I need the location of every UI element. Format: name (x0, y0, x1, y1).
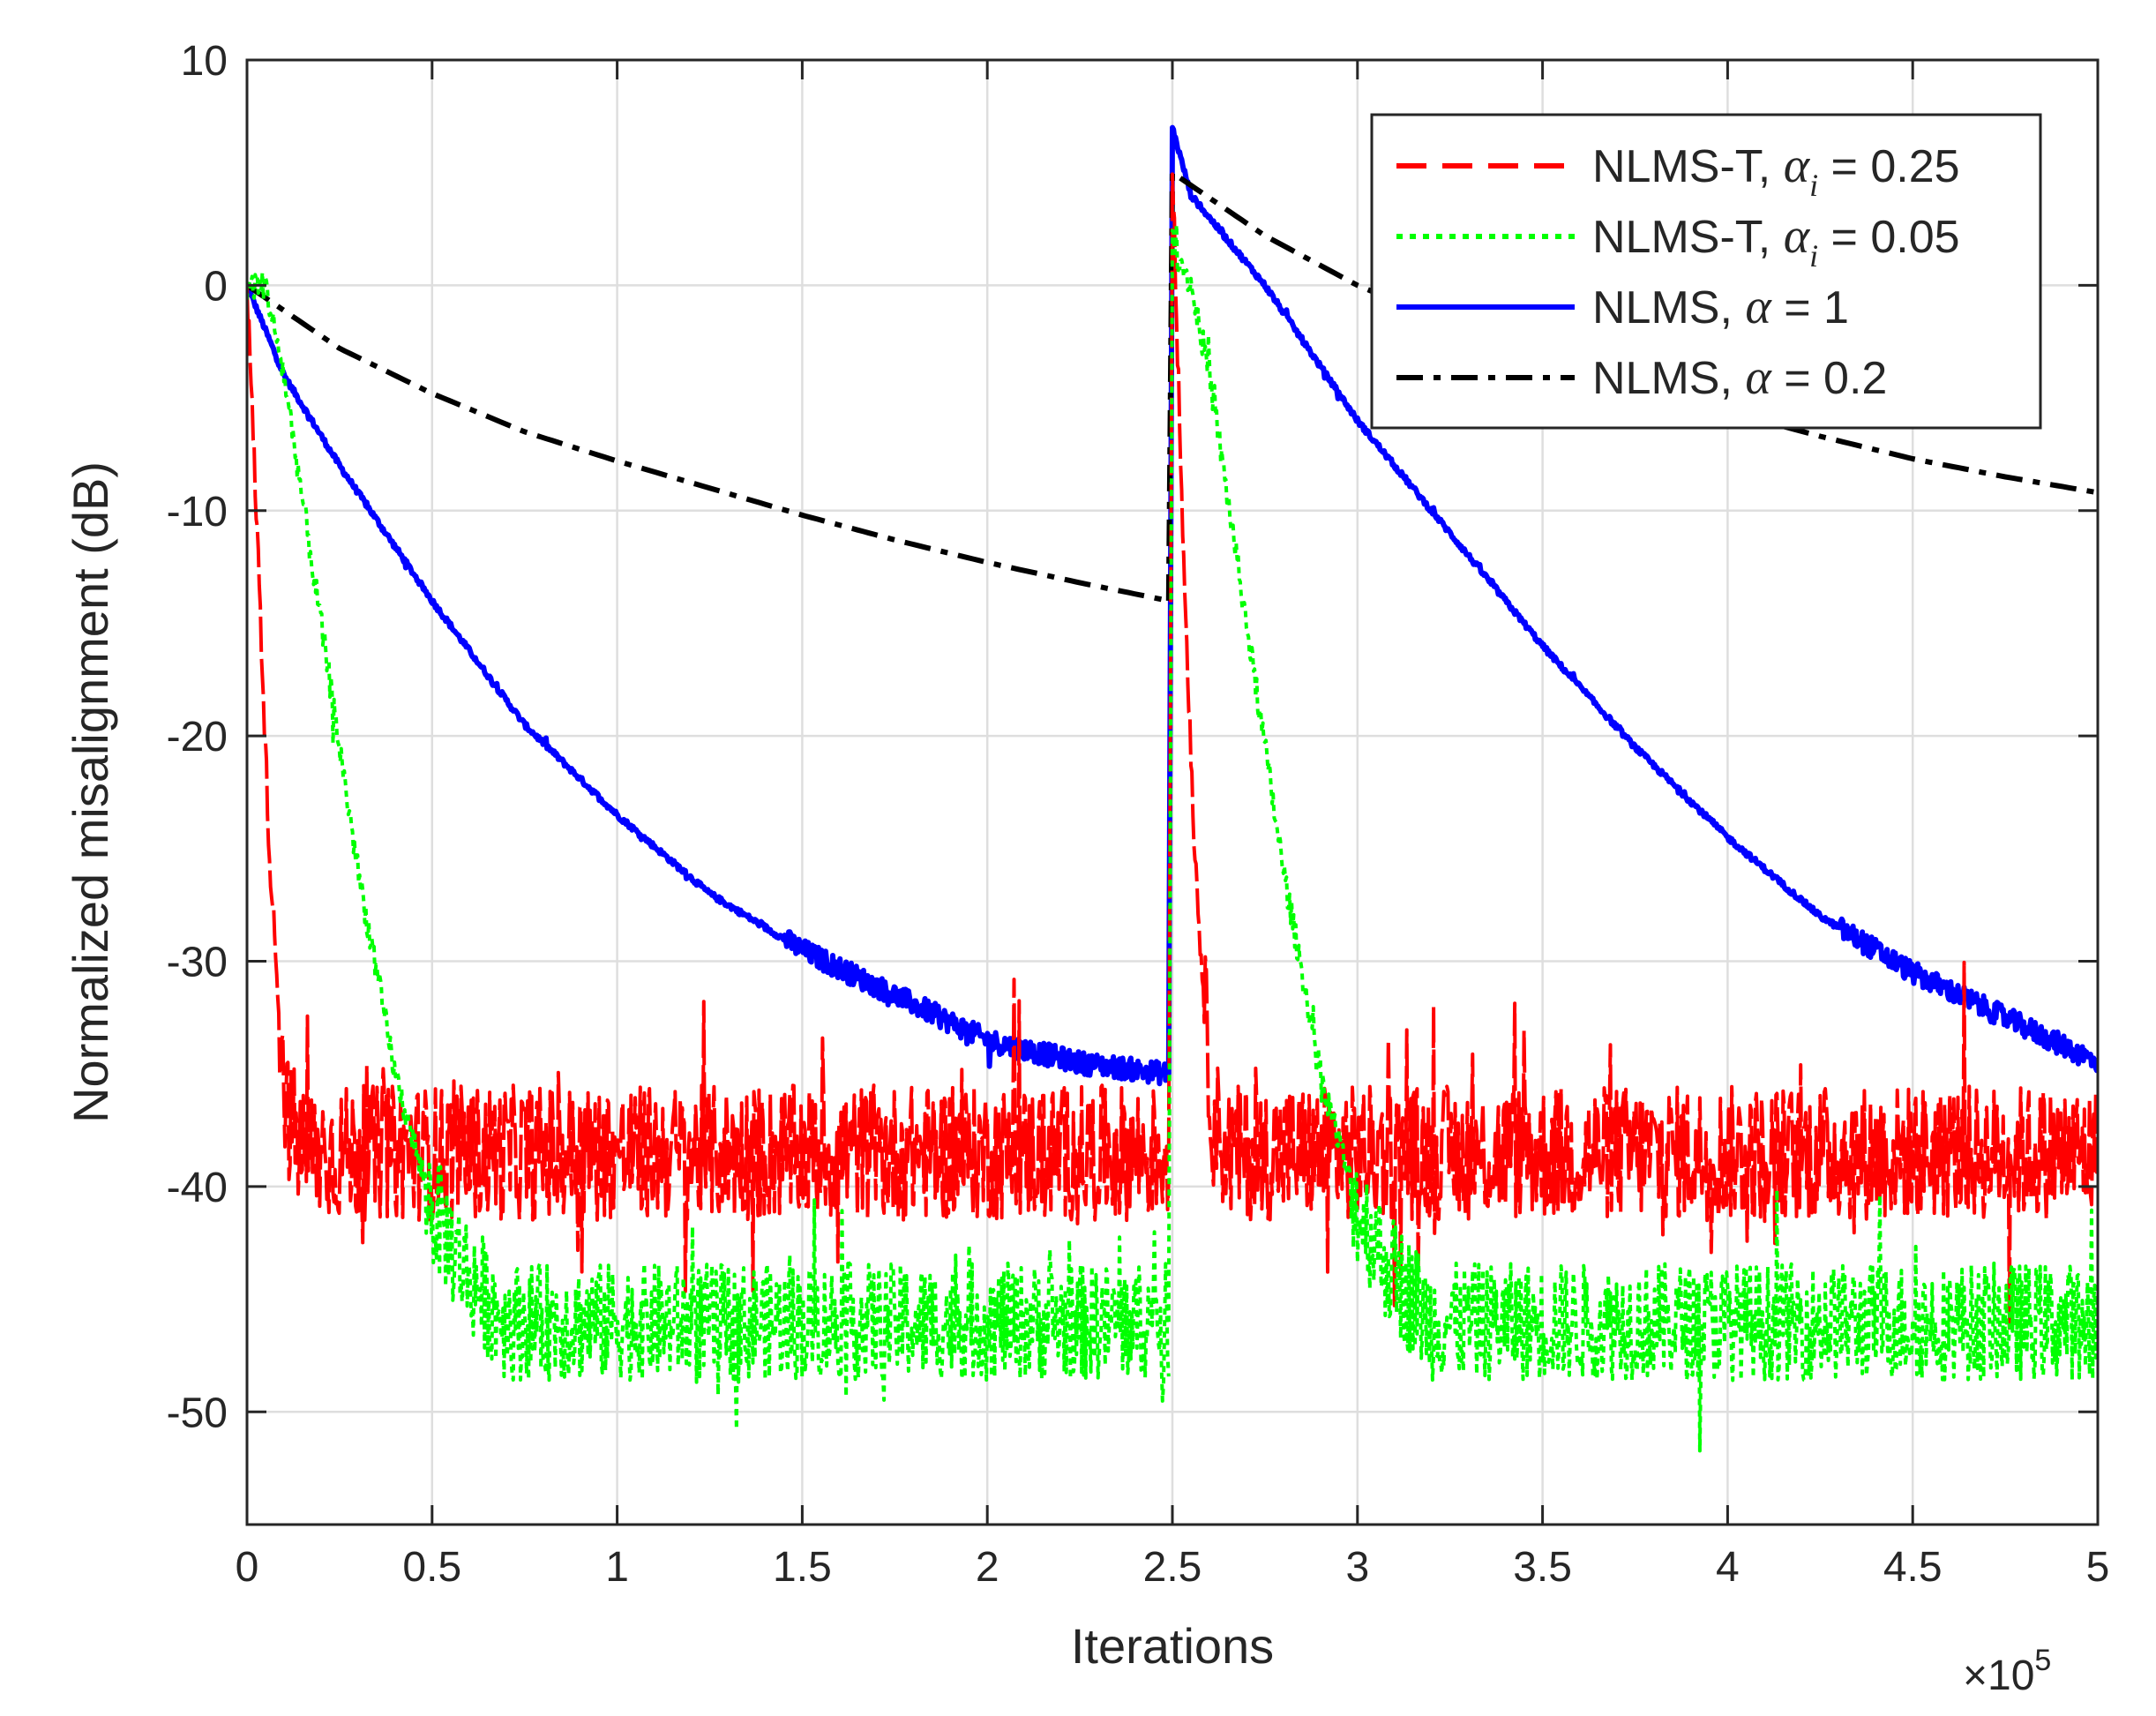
y-tick-label: -20 (167, 714, 228, 761)
x-tick-label: 2.5 (1143, 1544, 1202, 1591)
x-axis-multiplier: ×105 (1963, 1644, 2051, 1699)
x-tick-label: 2 (976, 1544, 999, 1591)
x-axis-label: Iterations (1071, 1618, 1274, 1674)
legend-label-0: NLMS-T, αi = 0.25 (1592, 139, 1960, 203)
legend-prefix: NLMS-T, (1592, 212, 1784, 263)
legend-prefix: NLMS, (1592, 353, 1745, 404)
legend-suffix: = 0.2 (1771, 353, 1888, 404)
y-axis-label: Normalized misalignment (dB) (63, 461, 118, 1123)
legend-subscript: i (1809, 168, 1818, 203)
series-1-line (1166, 222, 2098, 1453)
legend-alpha-symbol: α (1784, 209, 1811, 264)
x-tick-label: 4 (1716, 1544, 1740, 1591)
x-tick-label: 1 (605, 1544, 629, 1591)
series-3-line (247, 282, 1170, 603)
x-tick-label: 4.5 (1883, 1544, 1943, 1591)
series-layer (247, 124, 2098, 1453)
legend-label-3: NLMS, α = 0.2 (1592, 350, 1887, 405)
x-tick-label: 3.5 (1513, 1544, 1572, 1591)
x-multiplier-exponent: 5 (2034, 1644, 2051, 1677)
legend-alpha-symbol: α (1745, 350, 1772, 405)
series-1-group (247, 222, 2098, 1453)
legend-prefix: NLMS, (1592, 282, 1745, 333)
x-multiplier-base: ×10 (1963, 1652, 2034, 1699)
legend-label-1: NLMS-T, αi = 0.05 (1592, 209, 1960, 274)
legend-box (1370, 113, 2042, 430)
x-tick-label: 0.5 (402, 1544, 461, 1591)
series-1-line (247, 270, 1171, 1432)
legend-alpha-symbol: α (1784, 139, 1811, 193)
legend-alpha-symbol: α (1745, 280, 1772, 334)
y-tick-label: -10 (167, 489, 228, 536)
y-tick-label: 10 (181, 38, 228, 85)
y-tick-label: -30 (167, 940, 228, 986)
ticks (245, 58, 2100, 1525)
legend-suffix: = 0.05 (1818, 212, 1959, 263)
y-tick-label: -40 (167, 1165, 228, 1211)
series-2-line (1165, 124, 2098, 1075)
legend-label-2: NLMS, α = 1 (1592, 280, 1849, 334)
x-tick-label: 3 (1345, 1544, 1369, 1591)
series-0-line (247, 288, 1171, 1293)
x-tick-label: 0 (236, 1544, 259, 1591)
x-tick-label: 1.5 (773, 1544, 832, 1591)
y-tick-label: -50 (167, 1390, 228, 1436)
legend-prefix: NLMS-T, (1592, 141, 1784, 192)
x-tick-label: 5 (2086, 1544, 2110, 1591)
legend-subscript: i (1809, 238, 1818, 274)
tick-labels: 0 0.5 1 1.5 2 2.5 3 3.5 4 4.5 5 10 0 -10 -20 -30 -40 -50 (167, 38, 2110, 1591)
y-tick-label: 0 (204, 263, 228, 310)
legend-suffix: = 0.25 (1818, 141, 1959, 192)
legend-suffix: = 1 (1771, 282, 1849, 333)
